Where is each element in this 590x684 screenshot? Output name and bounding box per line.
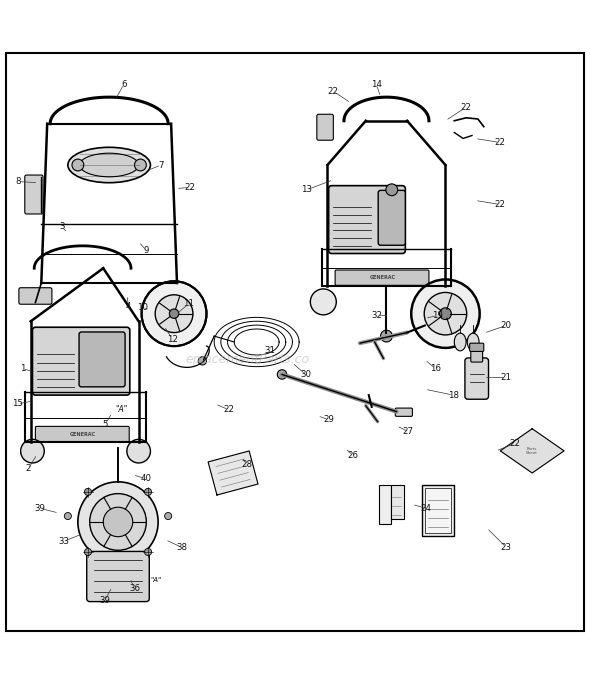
FancyBboxPatch shape [378, 190, 405, 246]
Circle shape [78, 482, 158, 562]
Text: 9: 9 [143, 246, 149, 255]
Text: 23: 23 [501, 543, 512, 552]
Text: 36: 36 [129, 584, 140, 593]
FancyBboxPatch shape [329, 185, 405, 254]
Text: 1: 1 [19, 364, 25, 373]
Text: 12: 12 [167, 334, 178, 343]
Text: 18: 18 [448, 391, 458, 399]
FancyBboxPatch shape [317, 114, 333, 140]
Text: 3: 3 [59, 222, 65, 231]
Circle shape [84, 488, 91, 495]
Bar [379, 486, 391, 524]
Circle shape [127, 439, 150, 463]
Text: 31: 31 [265, 346, 276, 356]
Circle shape [90, 494, 146, 550]
FancyBboxPatch shape [79, 332, 125, 387]
Circle shape [386, 184, 398, 196]
Text: 29: 29 [324, 415, 335, 424]
Text: 21: 21 [501, 373, 512, 382]
Circle shape [21, 439, 44, 463]
Text: 28: 28 [241, 460, 252, 469]
Circle shape [165, 512, 172, 520]
Text: 7: 7 [158, 161, 164, 170]
Text: 10: 10 [137, 303, 148, 313]
Bar [425, 488, 451, 533]
FancyBboxPatch shape [470, 343, 484, 352]
Ellipse shape [467, 333, 479, 351]
Text: 22: 22 [461, 103, 471, 111]
Circle shape [135, 159, 146, 171]
Text: 8: 8 [15, 177, 21, 186]
Text: 22: 22 [185, 183, 195, 192]
Text: 16: 16 [430, 364, 441, 373]
Text: 11: 11 [183, 299, 194, 308]
Circle shape [381, 330, 392, 342]
Text: 32: 32 [371, 311, 382, 320]
Circle shape [277, 370, 287, 379]
FancyBboxPatch shape [335, 270, 429, 285]
Circle shape [103, 508, 133, 537]
Circle shape [84, 549, 91, 555]
Text: 2: 2 [25, 464, 31, 473]
Text: "A": "A" [115, 406, 127, 415]
Circle shape [64, 512, 71, 520]
Text: 20: 20 [501, 321, 512, 330]
Circle shape [424, 293, 467, 335]
Text: 40: 40 [141, 475, 152, 484]
Circle shape [145, 488, 152, 495]
Text: 4: 4 [126, 302, 132, 311]
Circle shape [155, 295, 193, 332]
Text: 14: 14 [371, 79, 382, 89]
Circle shape [198, 357, 206, 365]
Text: 39: 39 [100, 596, 110, 605]
Text: 22: 22 [495, 138, 506, 147]
Polygon shape [500, 429, 564, 473]
FancyBboxPatch shape [395, 408, 412, 417]
Text: 22: 22 [328, 87, 339, 96]
Text: GENERAC: GENERAC [70, 432, 96, 436]
Circle shape [145, 549, 152, 555]
Text: 13: 13 [301, 185, 312, 194]
Text: 24: 24 [421, 504, 431, 513]
Text: 30: 30 [300, 370, 311, 379]
Text: 5: 5 [102, 420, 108, 429]
Polygon shape [208, 451, 258, 495]
FancyBboxPatch shape [35, 426, 129, 442]
Text: eplacementParts.co: eplacementParts.co [186, 353, 310, 366]
Text: 6: 6 [121, 79, 127, 89]
Circle shape [411, 280, 480, 348]
FancyBboxPatch shape [465, 358, 489, 399]
FancyBboxPatch shape [471, 349, 483, 362]
Text: 22: 22 [509, 439, 520, 448]
Text: 22: 22 [495, 200, 506, 209]
Circle shape [310, 289, 336, 315]
Circle shape [142, 281, 206, 346]
Ellipse shape [68, 147, 150, 183]
Ellipse shape [454, 333, 466, 351]
Text: 27: 27 [403, 428, 414, 436]
Text: 26: 26 [348, 451, 358, 460]
Text: 22: 22 [224, 406, 234, 415]
Text: GENERAC: GENERAC [369, 275, 395, 280]
Bar [391, 486, 404, 519]
Bar [422, 486, 454, 536]
Circle shape [169, 309, 179, 318]
Text: Parts
Sheet: Parts Sheet [526, 447, 538, 455]
FancyBboxPatch shape [32, 327, 130, 395]
Circle shape [440, 308, 451, 319]
Text: 39: 39 [35, 504, 45, 513]
FancyBboxPatch shape [19, 288, 52, 304]
Text: 38: 38 [176, 543, 187, 552]
FancyBboxPatch shape [25, 175, 43, 214]
Text: "A": "A" [150, 577, 162, 583]
Circle shape [72, 159, 84, 171]
Text: 19: 19 [432, 311, 443, 320]
FancyBboxPatch shape [87, 551, 149, 602]
Ellipse shape [80, 153, 139, 176]
Text: 15: 15 [12, 399, 23, 408]
Text: 33: 33 [58, 537, 69, 546]
